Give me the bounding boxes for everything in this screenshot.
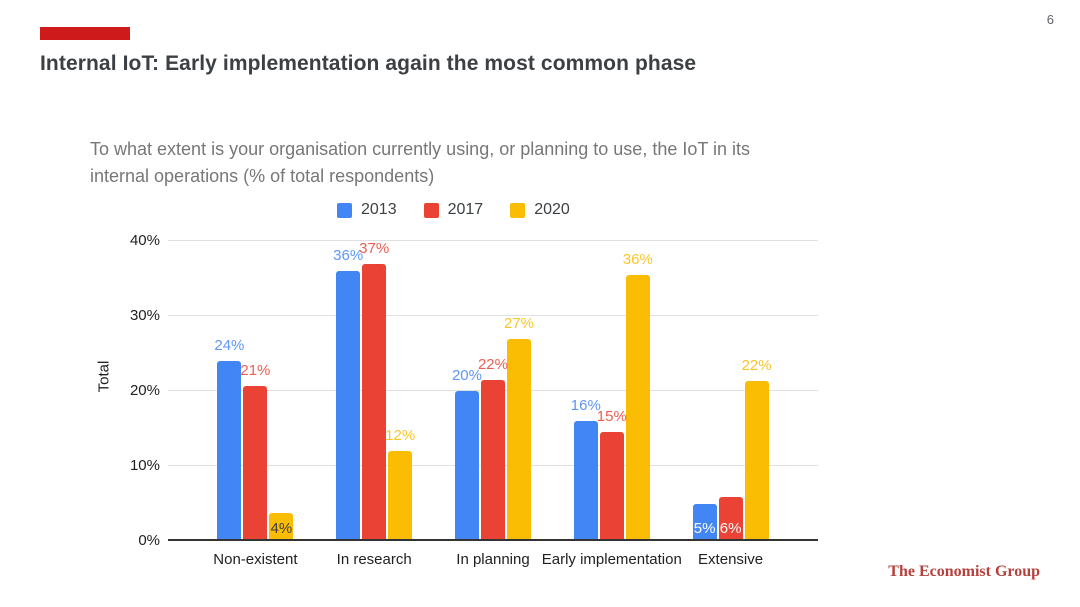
legend-label: 2017 bbox=[447, 201, 484, 218]
x-axis-line bbox=[168, 539, 818, 541]
y-tick-label: 0% bbox=[138, 532, 160, 549]
page-title: Internal IoT: Early implementation again… bbox=[40, 52, 697, 75]
bar-value-label: 4% bbox=[270, 520, 293, 537]
x-category-label: Early implementation bbox=[541, 551, 682, 568]
bar-group-early-implementation: 16% 15% 36% Early implementation bbox=[542, 241, 682, 568]
bar-value-label: 20% bbox=[451, 367, 482, 384]
page-number: 6 bbox=[1046, 12, 1054, 27]
bar-value-label: 22% bbox=[477, 355, 508, 373]
x-category-label: In research bbox=[336, 551, 412, 568]
bar-2020: 4% bbox=[269, 513, 294, 541]
legend-item-2017: 2017 bbox=[423, 201, 484, 219]
accent-bar bbox=[40, 27, 130, 40]
bar-value-label: 37% bbox=[359, 239, 390, 257]
legend-label: 2013 bbox=[361, 201, 397, 218]
bar-2013: 36% bbox=[333, 247, 363, 541]
legend-label: 2020 bbox=[534, 201, 570, 218]
y-tick-label: 40% bbox=[129, 232, 160, 249]
bar-2017: 22% bbox=[478, 356, 508, 541]
bar-value-label: 15% bbox=[596, 407, 627, 425]
chart-legend: 2013 2017 2020 bbox=[337, 201, 570, 219]
gridline bbox=[168, 315, 818, 316]
bar-2017: 6% bbox=[718, 496, 743, 541]
bar-value-label: 36% bbox=[333, 247, 364, 264]
bar-2013: 5% bbox=[692, 503, 717, 541]
bar-2017: 37% bbox=[359, 240, 389, 541]
bar-value-label: 5% bbox=[693, 520, 716, 537]
y-tick-label: 30% bbox=[129, 307, 160, 324]
bar-2013: 20% bbox=[452, 367, 482, 541]
legend-item-2013: 2013 bbox=[337, 201, 397, 219]
x-category-label: In planning bbox=[456, 551, 530, 568]
bar-group-in-planning: 20% 22% 27% In planning bbox=[434, 241, 553, 569]
bar-value-label: 36% bbox=[622, 250, 653, 268]
plot-area: 0% 10% 20% 30% 40% 24% 21% 4% Non-existent 36% 37%… bbox=[130, 232, 818, 569]
bar-2020: 36% bbox=[623, 251, 653, 541]
legend-swatch-2017 bbox=[423, 202, 439, 218]
bar-group-non-existent: 24% 21% 4% Non-existent bbox=[196, 241, 315, 568]
bar-value-label: 27% bbox=[503, 314, 534, 332]
bar-group-in-research: 36% 37% 12% In research bbox=[315, 240, 434, 569]
bar-value-label: 24% bbox=[214, 337, 245, 354]
bar-value-label: 16% bbox=[570, 397, 601, 414]
bar-2017: 21% bbox=[240, 362, 270, 541]
bar-group-extensive: 5% 6% 22% Extensive bbox=[671, 241, 790, 568]
chart-question: To what extent is your organisation curr… bbox=[90, 139, 751, 186]
bar-value-label: 22% bbox=[741, 357, 772, 375]
bar-2020: 22% bbox=[742, 357, 772, 541]
bar-value-label: 21% bbox=[240, 361, 271, 379]
economist-group-logo: The Economist Group bbox=[888, 563, 1040, 580]
legend-item-2020: 2020 bbox=[510, 201, 570, 219]
y-tick-label: 20% bbox=[129, 382, 160, 399]
bar-2013: 24% bbox=[214, 337, 244, 541]
x-category-label: Extensive bbox=[698, 551, 764, 568]
bar-2020: 12% bbox=[385, 427, 415, 541]
bar-value-label: 6% bbox=[719, 520, 742, 537]
legend-swatch-2020 bbox=[510, 202, 526, 218]
bar-groups: 24% 21% 4% Non-existent 36% 37% 12% In research… bbox=[168, 240, 818, 569]
bar-2013: 16% bbox=[571, 397, 601, 541]
y-tick-label: 10% bbox=[129, 457, 160, 474]
x-category-label: Non-existent bbox=[213, 551, 298, 568]
legend-swatch-2013 bbox=[337, 202, 352, 218]
bar-value-label: 12% bbox=[385, 427, 416, 444]
gridline bbox=[168, 240, 818, 241]
bar-2020: 27% bbox=[504, 315, 534, 541]
bar-2017: 15% bbox=[597, 408, 627, 541]
